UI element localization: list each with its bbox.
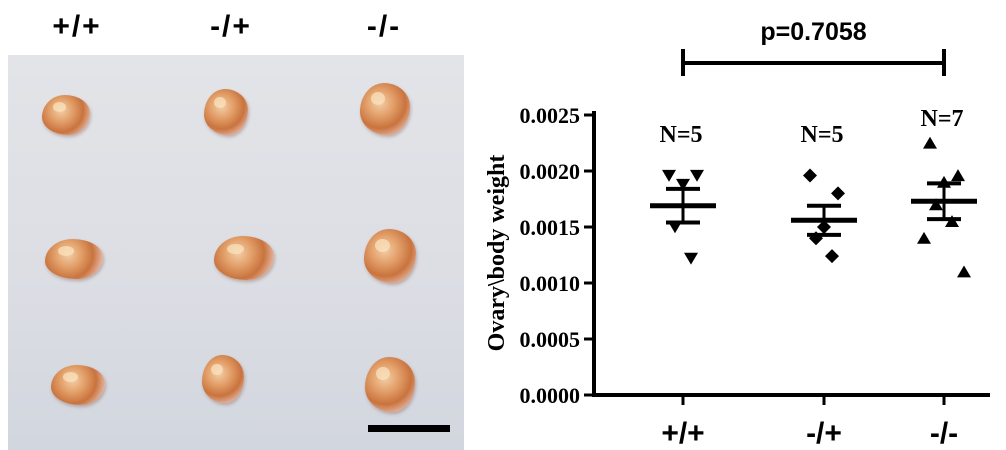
data-point <box>803 168 817 183</box>
data-point <box>951 169 965 182</box>
significance-annotation: p=0.7058 <box>681 18 946 76</box>
data-point <box>690 169 704 182</box>
data-point <box>929 198 943 211</box>
data-point <box>923 136 937 149</box>
axes <box>592 111 990 397</box>
data-point <box>831 186 845 201</box>
photo-label-heterozygous: -/+ <box>210 10 252 43</box>
photo-label-wildtype: +/+ <box>52 10 102 43</box>
ovary-image <box>365 357 415 412</box>
sample-size-label: N=7 <box>920 106 963 132</box>
data-point <box>684 252 698 265</box>
data-point <box>662 169 676 182</box>
y-tick-label: 0.0025 <box>520 103 581 128</box>
data-marks: N=5 N=5 N=7 <box>650 106 977 278</box>
scale-bar <box>368 425 450 432</box>
ovary-image <box>214 236 274 280</box>
ovary-image <box>364 229 416 283</box>
y-tick-label: 0.0015 <box>520 215 581 240</box>
y-axis-ticks: 0.0000 0.0005 0.0010 0.0015 0.0020 0.0025 <box>520 103 594 408</box>
ovary-image <box>45 239 103 279</box>
x-tick-label: -/+ <box>806 417 842 450</box>
sample-size-label: N=5 <box>800 122 843 148</box>
data-point <box>676 178 690 191</box>
y-tick-label: 0.0000 <box>520 383 581 408</box>
photo-label-knockout: -/- <box>366 10 402 43</box>
data-point <box>825 249 839 264</box>
x-tick-label: -/- <box>930 417 958 450</box>
p-value-label: p=0.7058 <box>760 18 866 46</box>
x-tick-label: +/+ <box>661 417 704 450</box>
ovary-image <box>51 365 105 405</box>
ovary-photograph <box>8 55 464 450</box>
sample-size-label: N=5 <box>659 122 702 148</box>
ovary-image <box>204 89 248 135</box>
ovary-image <box>360 83 410 135</box>
ovary-image <box>42 95 90 135</box>
data-point <box>957 265 971 278</box>
y-axis-label: Ovary\body weight <box>484 155 510 352</box>
y-tick-label: 0.0005 <box>520 327 581 352</box>
y-tick-label: 0.0020 <box>520 159 581 184</box>
x-axis-ticks: +/+ -/+ -/- <box>661 395 958 450</box>
data-point <box>917 231 931 244</box>
ovary-image <box>202 355 244 403</box>
y-tick-label: 0.0010 <box>520 271 581 296</box>
